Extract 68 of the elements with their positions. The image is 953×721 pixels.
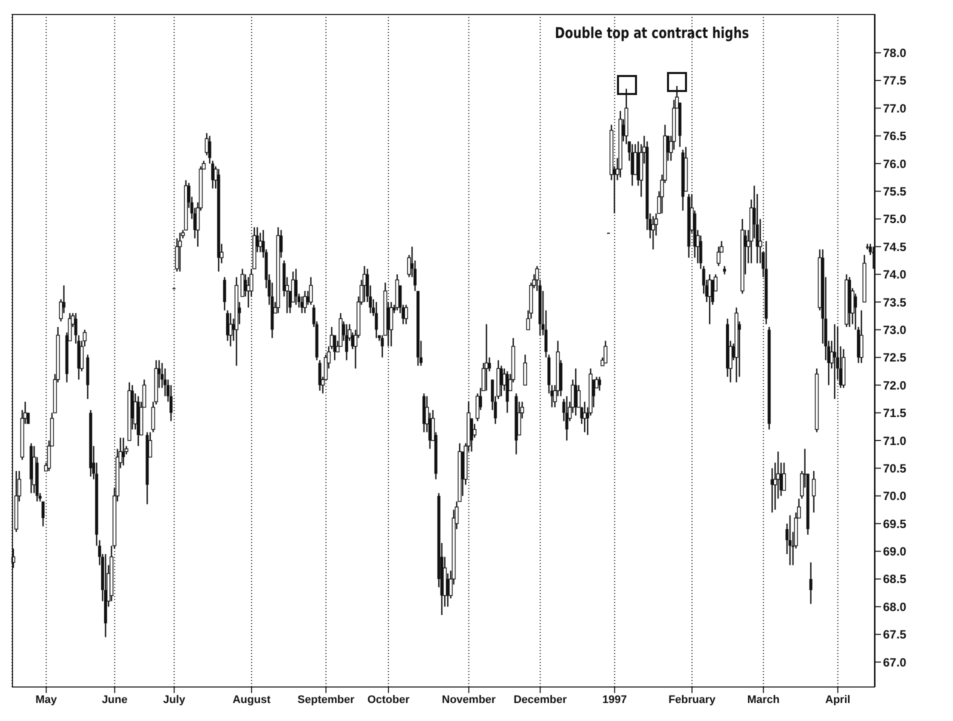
y-tick-label: 69.5 [883, 516, 907, 531]
y-tick-label: 71.5 [883, 406, 907, 420]
x-tick-label: June [102, 694, 128, 706]
candlestick [122, 437, 125, 466]
y-tick-label: 77.0 [883, 101, 907, 116]
candlestick [604, 340, 608, 364]
candlestick [404, 304, 408, 325]
y-tick-label: 70.5 [883, 461, 907, 476]
x-tick-label: December [514, 694, 568, 706]
y-tick-label: 72.0 [883, 378, 907, 392]
y-tick-label: 68.5 [883, 572, 907, 586]
annotation: Double top at contract highs [554, 24, 750, 42]
candlestick [833, 324, 836, 400]
candlestick [228, 312, 232, 347]
x-tick-label: April [825, 694, 850, 706]
y-tick-label: 75.0 [883, 212, 907, 226]
candlestick [565, 396, 568, 442]
x-tick-label: March [747, 694, 780, 706]
candlestick [303, 290, 307, 314]
candlestick [294, 268, 298, 306]
y-tick-label: 68.0 [883, 600, 907, 614]
y-tick-label: 76.5 [883, 129, 907, 144]
candlestick [716, 246, 720, 267]
candlestick [488, 356, 491, 372]
y-tick-label: 67.0 [883, 655, 907, 670]
y-tick-label: 72.5 [883, 350, 907, 365]
y-tick-label: 75.5 [883, 184, 907, 199]
candlestick [308, 276, 313, 306]
candlestick [708, 274, 712, 325]
x-tick-label: October [367, 694, 410, 706]
candlestick [374, 301, 378, 339]
candlestick [854, 293, 857, 330]
candlestick [523, 354, 528, 386]
candlestick [812, 470, 816, 514]
candlestick [389, 301, 394, 347]
y-tick-label: 78.0 [883, 46, 907, 60]
candlestick [860, 310, 864, 364]
x-tick-label: July [163, 694, 186, 706]
y-tick-label: 69.0 [883, 544, 907, 559]
candlestick [598, 376, 602, 392]
x-tick-label: August [232, 694, 271, 706]
candlestick [223, 276, 226, 311]
candlestick [240, 268, 244, 298]
candlestick [574, 368, 578, 416]
candlestick [318, 360, 322, 392]
x-tick-label: September [298, 694, 356, 706]
candlestick [651, 216, 656, 250]
y-tick-label: 67.5 [883, 628, 907, 642]
x-tick-label: November [442, 694, 496, 706]
candlestick [362, 265, 366, 303]
candlestick [42, 500, 45, 528]
candlestick [484, 324, 488, 392]
candlestick [788, 514, 792, 566]
x-tick-label: 1997 [602, 694, 627, 706]
y-tick-label: 77.5 [883, 74, 907, 88]
y-tick-label: 73.0 [883, 322, 907, 337]
y-tick-label: 74.5 [883, 240, 907, 254]
y-tick-label: 73.5 [883, 295, 907, 310]
candlestick [809, 562, 812, 605]
x-tick-label: February [668, 694, 716, 706]
candlestick [178, 232, 182, 272]
y-tick-label: 70.0 [883, 489, 907, 504]
candlestick [345, 324, 348, 361]
x-tick-label: May [36, 694, 58, 706]
y-tick-label: 76.0 [883, 156, 907, 171]
candlestick [380, 334, 384, 358]
y-tick-label: 71.0 [883, 434, 907, 448]
y-tick-label: 74.0 [883, 268, 907, 282]
